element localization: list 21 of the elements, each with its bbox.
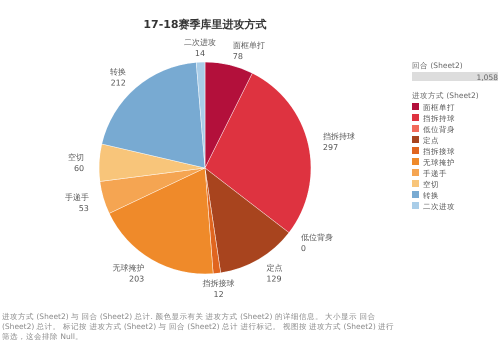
data-label: 14 bbox=[194, 49, 206, 58]
data-label: 78 bbox=[232, 52, 243, 62]
text: 0 bbox=[300, 244, 306, 253]
data-label: 129 bbox=[266, 274, 282, 284]
slice-label: 无球掩护 bbox=[112, 264, 144, 273]
slice-label: 手递手 bbox=[64, 193, 89, 202]
data-label: 212 bbox=[110, 78, 126, 88]
slice-label: 挡拆接球 bbox=[202, 279, 235, 288]
data-label: 53 bbox=[78, 204, 89, 214]
slice-label: 二次进攻 bbox=[184, 38, 216, 48]
category-label: 低位背身 bbox=[300, 232, 333, 242]
data-label: 60 bbox=[74, 164, 84, 173]
data-label: 297 bbox=[322, 142, 338, 152]
data-label: 203 bbox=[129, 274, 144, 284]
slice-label: 挡拆持球 bbox=[322, 132, 355, 141]
chart-title: 17-18赛季库里进攻方式 bbox=[143, 18, 267, 31]
slice-label: 定点 bbox=[266, 263, 282, 272]
slice-label: 空切 bbox=[68, 152, 84, 162]
slice-label: 转换 bbox=[110, 67, 126, 76]
slice-label: 面框单打 bbox=[232, 41, 265, 50]
data-label: 12 bbox=[214, 290, 224, 300]
